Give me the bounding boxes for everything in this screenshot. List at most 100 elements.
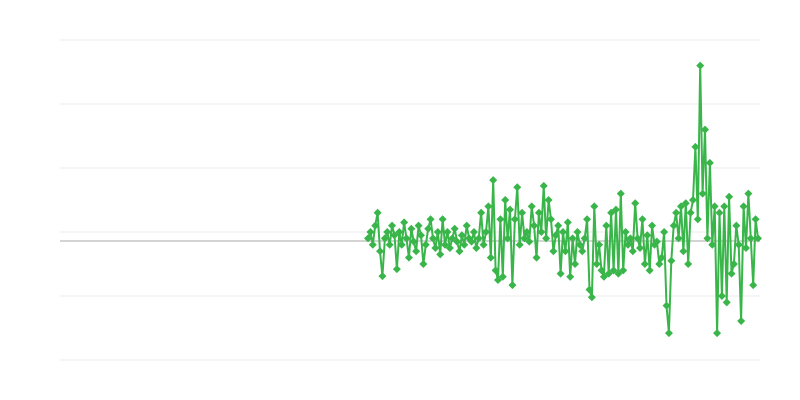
data-point-marker (477, 208, 486, 217)
data-point-marker (409, 237, 418, 246)
data-point-marker (684, 260, 693, 268)
gridlines (60, 39, 760, 361)
data-point-marker (648, 221, 657, 230)
data-point-marker (429, 234, 437, 243)
data-point-marker (527, 202, 536, 211)
data-point-marker (737, 316, 746, 325)
data-point-marker (754, 234, 762, 243)
data-point-marker (407, 224, 416, 233)
data-point-marker (611, 205, 620, 214)
series-line (367, 64, 759, 335)
data-point-marker (741, 244, 750, 252)
data-point-marker (643, 231, 652, 240)
data-point-marker (395, 228, 404, 236)
data-point-marker (385, 240, 394, 249)
data-point-marker (515, 240, 524, 249)
data-point-marker (551, 231, 560, 240)
data-point-marker (616, 189, 625, 198)
data-point-marker (708, 240, 717, 249)
data-point-marker (746, 234, 755, 243)
data-point-marker (631, 199, 640, 208)
data-point-marker (619, 266, 628, 275)
data-point-marker (686, 208, 695, 217)
data-point-marker (609, 266, 618, 275)
data-point-marker (445, 244, 454, 252)
data-point-marker (457, 231, 466, 240)
data-point-marker (633, 234, 642, 243)
data-point-marker (640, 260, 649, 268)
data-point-marker (467, 237, 476, 246)
data-point-marker (571, 260, 580, 268)
data-point-marker (614, 269, 623, 278)
data-point-marker (489, 176, 498, 185)
data-point-marker (652, 237, 661, 246)
data-point-marker (713, 329, 722, 338)
data-point-marker (542, 234, 551, 243)
data-point-marker (669, 221, 678, 230)
data-point-marker (604, 269, 613, 278)
data-point-marker (479, 240, 488, 249)
data-point-marker (575, 240, 584, 249)
data-point-marker (638, 215, 647, 224)
data-point-marker (674, 234, 683, 243)
data-point-marker (645, 266, 654, 275)
data-point-marker (739, 202, 748, 211)
data-point-marker (481, 228, 490, 236)
data-point-marker (436, 250, 445, 259)
data-point-marker (498, 272, 507, 281)
data-point-marker (662, 301, 671, 310)
data-point-marker (734, 240, 743, 249)
data-point-marker (414, 221, 423, 230)
data-point-marker (554, 221, 563, 230)
data-point-marker (474, 234, 483, 243)
data-point-marker (655, 260, 664, 268)
data-point-marker (628, 247, 637, 256)
data-point-marker (556, 269, 565, 278)
data-point-marker (421, 240, 430, 249)
data-point-marker (624, 240, 632, 249)
data-point-marker (539, 181, 548, 190)
data-point-marker (506, 205, 515, 214)
data-point-marker (563, 218, 572, 227)
data-point-marker (404, 253, 413, 262)
data-point-marker (705, 158, 714, 167)
data-point-marker (729, 260, 738, 268)
data-point-marker (585, 285, 594, 294)
data-point-marker (751, 215, 760, 224)
data-point-marker (448, 234, 457, 243)
data-point-marker (568, 234, 577, 243)
data-point-marker (508, 281, 517, 290)
data-point-marker (426, 215, 435, 224)
data-point-marker (720, 202, 729, 211)
data-point-marker (484, 202, 493, 211)
data-point-marker (710, 202, 719, 211)
data-point-marker (443, 228, 452, 236)
data-point-marker (587, 293, 596, 302)
data-point-marker (537, 228, 546, 236)
data-point-marker (453, 237, 462, 246)
data-point-marker (402, 234, 411, 243)
series-markers (364, 61, 762, 338)
data-point-marker (438, 215, 447, 224)
data-point-marker (532, 253, 541, 262)
data-point-marker (373, 208, 382, 217)
data-point-marker (397, 240, 406, 249)
data-point-marker (566, 272, 575, 281)
data-point-marker (599, 272, 608, 281)
data-point-marker (664, 329, 673, 338)
data-point-marker (494, 276, 502, 284)
data-point-marker (544, 196, 553, 204)
data-point-marker (416, 231, 425, 240)
data-point-marker (546, 215, 555, 224)
data-point-marker (368, 240, 377, 249)
data-point-marker (578, 247, 587, 256)
data-point-marker (378, 272, 387, 281)
data-point-marker (371, 221, 380, 230)
data-point-marker (561, 247, 570, 256)
data-point-marker (701, 125, 710, 134)
data-point-marker (580, 234, 589, 243)
data-point-marker (388, 221, 397, 230)
data-point-marker (657, 253, 666, 262)
data-point-marker (486, 253, 495, 262)
data-point-marker (513, 183, 522, 192)
